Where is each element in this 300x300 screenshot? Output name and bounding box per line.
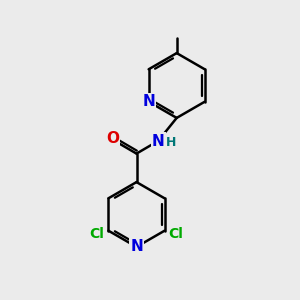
Text: Cl: Cl (169, 227, 183, 241)
Text: O: O (106, 131, 119, 146)
Text: N: N (152, 134, 164, 148)
Text: Cl: Cl (90, 227, 104, 241)
Text: N: N (142, 94, 155, 109)
Text: H: H (166, 136, 176, 149)
Text: N: N (130, 239, 143, 254)
